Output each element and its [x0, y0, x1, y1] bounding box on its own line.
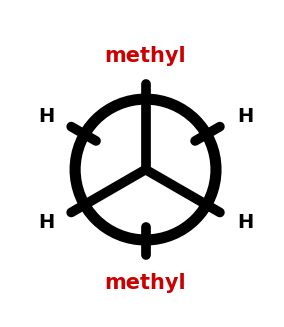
Text: H: H — [237, 213, 253, 232]
Text: methyl: methyl — [105, 273, 186, 293]
Text: H: H — [237, 107, 253, 126]
Text: methyl: methyl — [105, 46, 186, 66]
Text: H: H — [38, 107, 54, 126]
Text: H: H — [38, 213, 54, 232]
